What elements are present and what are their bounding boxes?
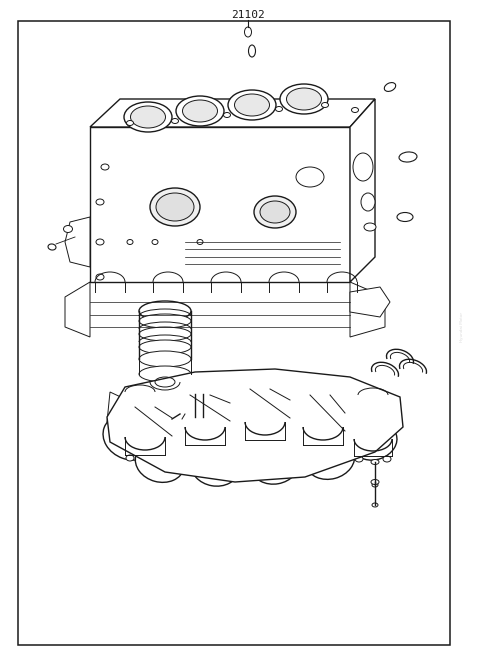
Ellipse shape bbox=[176, 96, 224, 126]
Ellipse shape bbox=[186, 445, 194, 451]
Ellipse shape bbox=[139, 351, 191, 367]
Ellipse shape bbox=[127, 120, 133, 125]
Ellipse shape bbox=[110, 397, 140, 437]
Ellipse shape bbox=[131, 106, 166, 128]
Ellipse shape bbox=[170, 407, 190, 421]
Ellipse shape bbox=[249, 45, 255, 57]
Ellipse shape bbox=[63, 225, 72, 233]
Polygon shape bbox=[65, 282, 90, 337]
Polygon shape bbox=[107, 392, 125, 432]
Ellipse shape bbox=[96, 239, 104, 245]
Ellipse shape bbox=[139, 327, 191, 341]
Ellipse shape bbox=[355, 456, 363, 462]
Ellipse shape bbox=[361, 193, 375, 211]
Ellipse shape bbox=[101, 164, 109, 170]
Ellipse shape bbox=[383, 456, 391, 462]
Ellipse shape bbox=[156, 193, 194, 221]
Ellipse shape bbox=[371, 459, 379, 464]
Ellipse shape bbox=[126, 455, 134, 461]
Ellipse shape bbox=[172, 382, 188, 392]
Ellipse shape bbox=[372, 483, 378, 487]
Ellipse shape bbox=[246, 440, 254, 446]
Ellipse shape bbox=[280, 84, 328, 114]
Ellipse shape bbox=[197, 240, 203, 244]
Ellipse shape bbox=[302, 384, 337, 406]
Ellipse shape bbox=[150, 188, 200, 226]
Polygon shape bbox=[350, 287, 390, 317]
Ellipse shape bbox=[384, 83, 396, 91]
Ellipse shape bbox=[200, 415, 206, 420]
Ellipse shape bbox=[399, 152, 417, 162]
Text: Hyundai Motor: Hyundai Motor bbox=[460, 312, 464, 342]
Ellipse shape bbox=[139, 301, 191, 321]
Ellipse shape bbox=[135, 442, 185, 482]
Ellipse shape bbox=[127, 240, 133, 244]
Ellipse shape bbox=[351, 108, 359, 112]
Ellipse shape bbox=[191, 448, 239, 486]
Ellipse shape bbox=[244, 27, 252, 37]
Text: 21102: 21102 bbox=[231, 10, 265, 20]
Ellipse shape bbox=[128, 396, 163, 418]
Ellipse shape bbox=[260, 201, 290, 223]
Polygon shape bbox=[173, 382, 187, 411]
Ellipse shape bbox=[171, 118, 179, 124]
Polygon shape bbox=[107, 369, 403, 482]
Ellipse shape bbox=[372, 413, 397, 431]
Ellipse shape bbox=[304, 445, 312, 451]
Ellipse shape bbox=[224, 112, 230, 118]
Ellipse shape bbox=[139, 314, 191, 328]
Ellipse shape bbox=[228, 90, 276, 120]
Ellipse shape bbox=[364, 223, 376, 231]
Ellipse shape bbox=[182, 100, 217, 122]
Ellipse shape bbox=[296, 167, 324, 187]
Ellipse shape bbox=[305, 439, 355, 480]
Ellipse shape bbox=[192, 415, 199, 420]
Ellipse shape bbox=[353, 424, 397, 460]
Polygon shape bbox=[65, 217, 90, 267]
Ellipse shape bbox=[352, 398, 387, 420]
Ellipse shape bbox=[216, 445, 224, 451]
Ellipse shape bbox=[371, 480, 379, 484]
Ellipse shape bbox=[322, 102, 328, 108]
Ellipse shape bbox=[157, 418, 187, 436]
Ellipse shape bbox=[276, 440, 284, 446]
Ellipse shape bbox=[215, 403, 245, 421]
Ellipse shape bbox=[96, 274, 104, 280]
Ellipse shape bbox=[152, 240, 158, 244]
Ellipse shape bbox=[287, 88, 322, 110]
Ellipse shape bbox=[334, 445, 342, 451]
Ellipse shape bbox=[48, 244, 56, 250]
Ellipse shape bbox=[276, 106, 283, 112]
Ellipse shape bbox=[254, 196, 296, 228]
Polygon shape bbox=[350, 282, 385, 337]
Ellipse shape bbox=[96, 199, 104, 205]
Ellipse shape bbox=[139, 340, 191, 354]
Ellipse shape bbox=[242, 378, 277, 400]
Ellipse shape bbox=[251, 446, 299, 484]
Ellipse shape bbox=[124, 102, 172, 132]
Polygon shape bbox=[350, 99, 375, 282]
Ellipse shape bbox=[192, 392, 199, 397]
Ellipse shape bbox=[330, 413, 360, 431]
Polygon shape bbox=[90, 127, 350, 282]
Ellipse shape bbox=[182, 384, 217, 406]
Ellipse shape bbox=[103, 414, 157, 460]
Ellipse shape bbox=[372, 503, 378, 507]
Ellipse shape bbox=[275, 400, 305, 418]
Polygon shape bbox=[90, 99, 375, 127]
Ellipse shape bbox=[235, 94, 269, 116]
Ellipse shape bbox=[397, 212, 413, 221]
Ellipse shape bbox=[353, 153, 373, 181]
Ellipse shape bbox=[158, 419, 186, 435]
Ellipse shape bbox=[200, 392, 206, 397]
Ellipse shape bbox=[139, 366, 191, 382]
Ellipse shape bbox=[156, 455, 164, 461]
